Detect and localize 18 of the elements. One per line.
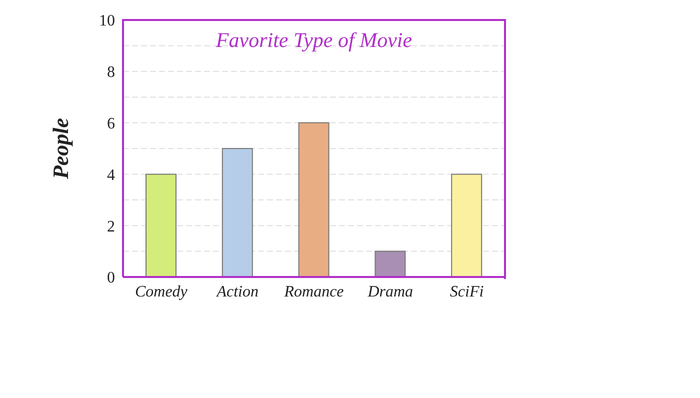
y-tick-label: 4 [107, 166, 115, 184]
x-tick-label: Comedy [134, 283, 188, 300]
x-tick-label: SciFi [450, 283, 484, 300]
y-tick-label: 10 [99, 12, 115, 30]
bar [451, 174, 482, 277]
bar [374, 250, 406, 277]
y-tick-label: 2 [107, 218, 115, 236]
x-tick-label: Drama [366, 283, 414, 300]
y-tick-label: 0 [107, 270, 115, 287]
bar [222, 148, 253, 277]
y-axis-title: People [48, 118, 73, 180]
x-tick-label: Action [216, 283, 258, 300]
y-tick-label: 8 [107, 64, 115, 82]
chart-title: Favorite Type of Movie [216, 28, 412, 52]
x-tick-label: Romance [283, 283, 344, 300]
y-tick-label: 6 [107, 115, 115, 132]
bar [146, 174, 176, 277]
bar [298, 122, 330, 277]
